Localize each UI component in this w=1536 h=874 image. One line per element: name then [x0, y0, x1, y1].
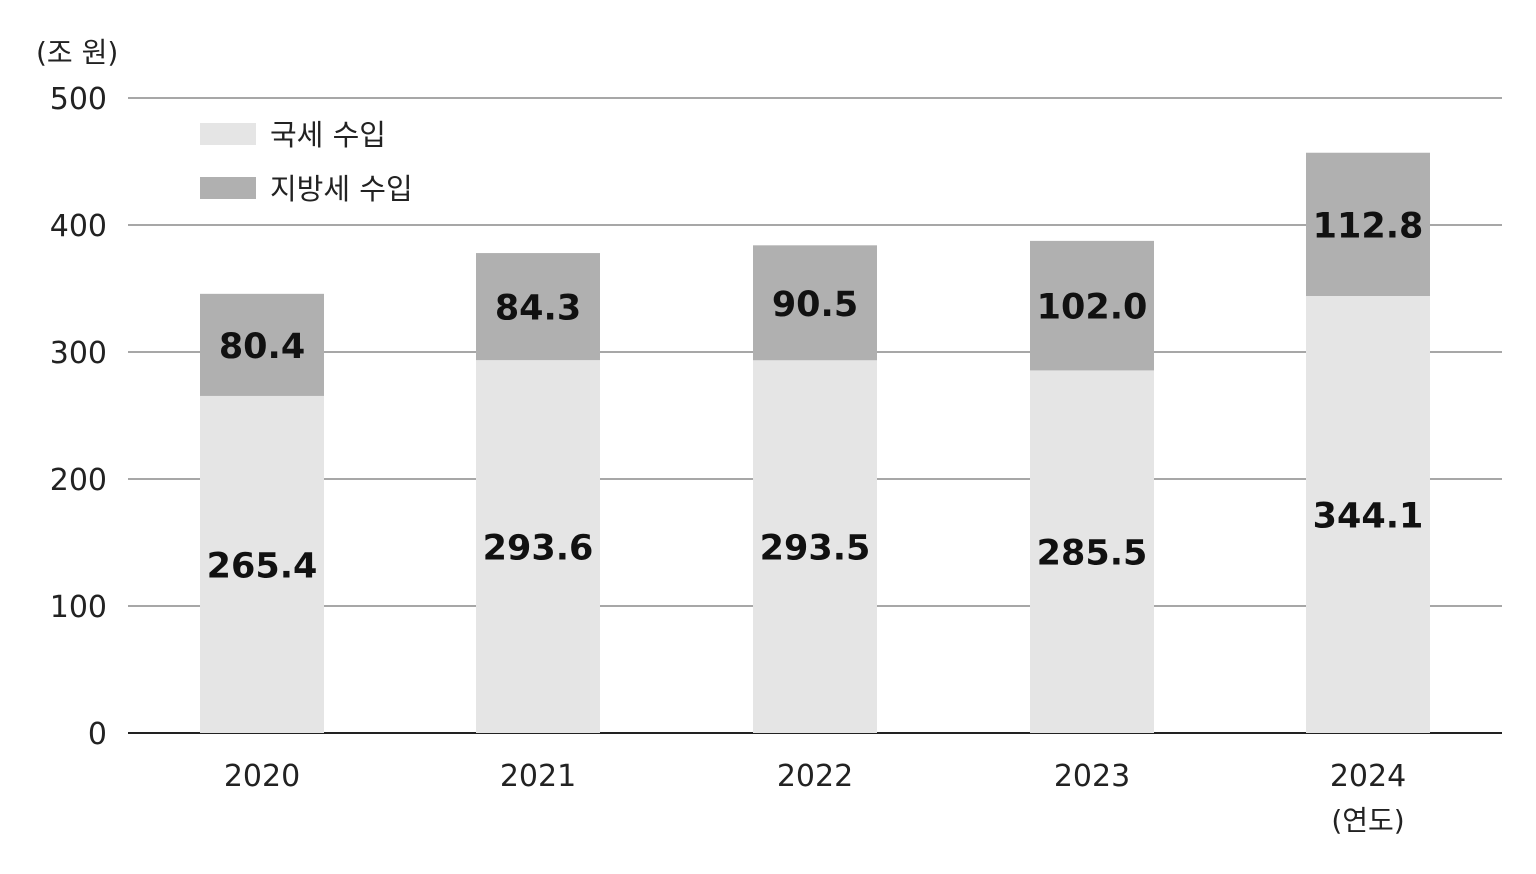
- y-tick-label: 0: [88, 717, 107, 752]
- legend-label-national-tax: 국세 수입: [270, 118, 386, 152]
- y-tick-label: 300: [50, 336, 107, 371]
- bar-local-tax: [476, 253, 600, 361]
- legend-swatch-national-tax: [200, 123, 256, 145]
- bar-local-tax: [753, 245, 877, 361]
- legend-swatch-local-tax: [200, 177, 256, 199]
- x-unit-label: (연도): [1331, 804, 1404, 837]
- data-label-national-tax: 285.5: [1037, 534, 1148, 574]
- y-tick-label: 500: [50, 82, 107, 117]
- data-label-local-tax: 90.5: [772, 285, 858, 325]
- bar-local-tax: [200, 293, 324, 396]
- y-unit-label: (조 원): [36, 36, 118, 69]
- bar-national-tax: [753, 360, 877, 733]
- bar-national-tax: [200, 395, 324, 733]
- bar-national-tax: [1306, 295, 1430, 733]
- data-label-national-tax: 293.5: [760, 529, 871, 569]
- bar-local-tax: [1306, 152, 1430, 296]
- x-tick-label: 2022: [777, 759, 853, 794]
- x-tick-label: 2023: [1054, 759, 1130, 794]
- data-label-local-tax: 84.3: [495, 289, 581, 329]
- y-tick-label: 200: [50, 463, 107, 498]
- legend-label-local-tax: 지방세 수입: [270, 172, 413, 206]
- data-label-local-tax: 112.8: [1313, 206, 1424, 246]
- x-tick-label: 2021: [500, 759, 576, 794]
- x-tick-label: 2024: [1330, 759, 1406, 794]
- data-label-national-tax: 265.4: [207, 546, 318, 586]
- bar-national-tax: [1030, 370, 1154, 733]
- data-label-local-tax: 80.4: [219, 327, 305, 367]
- x-tick-label: 2020: [224, 759, 300, 794]
- y-tick-label: 100: [50, 590, 107, 625]
- data-label-national-tax: 344.1: [1313, 496, 1424, 536]
- bar-local-tax: [1030, 240, 1154, 371]
- bar-national-tax: [476, 360, 600, 733]
- data-label-national-tax: 293.6: [483, 529, 594, 569]
- legend: 국세 수입 지방세 수입: [200, 118, 413, 206]
- y-tick-label: 400: [50, 209, 107, 244]
- data-label-local-tax: 102.0: [1037, 288, 1148, 328]
